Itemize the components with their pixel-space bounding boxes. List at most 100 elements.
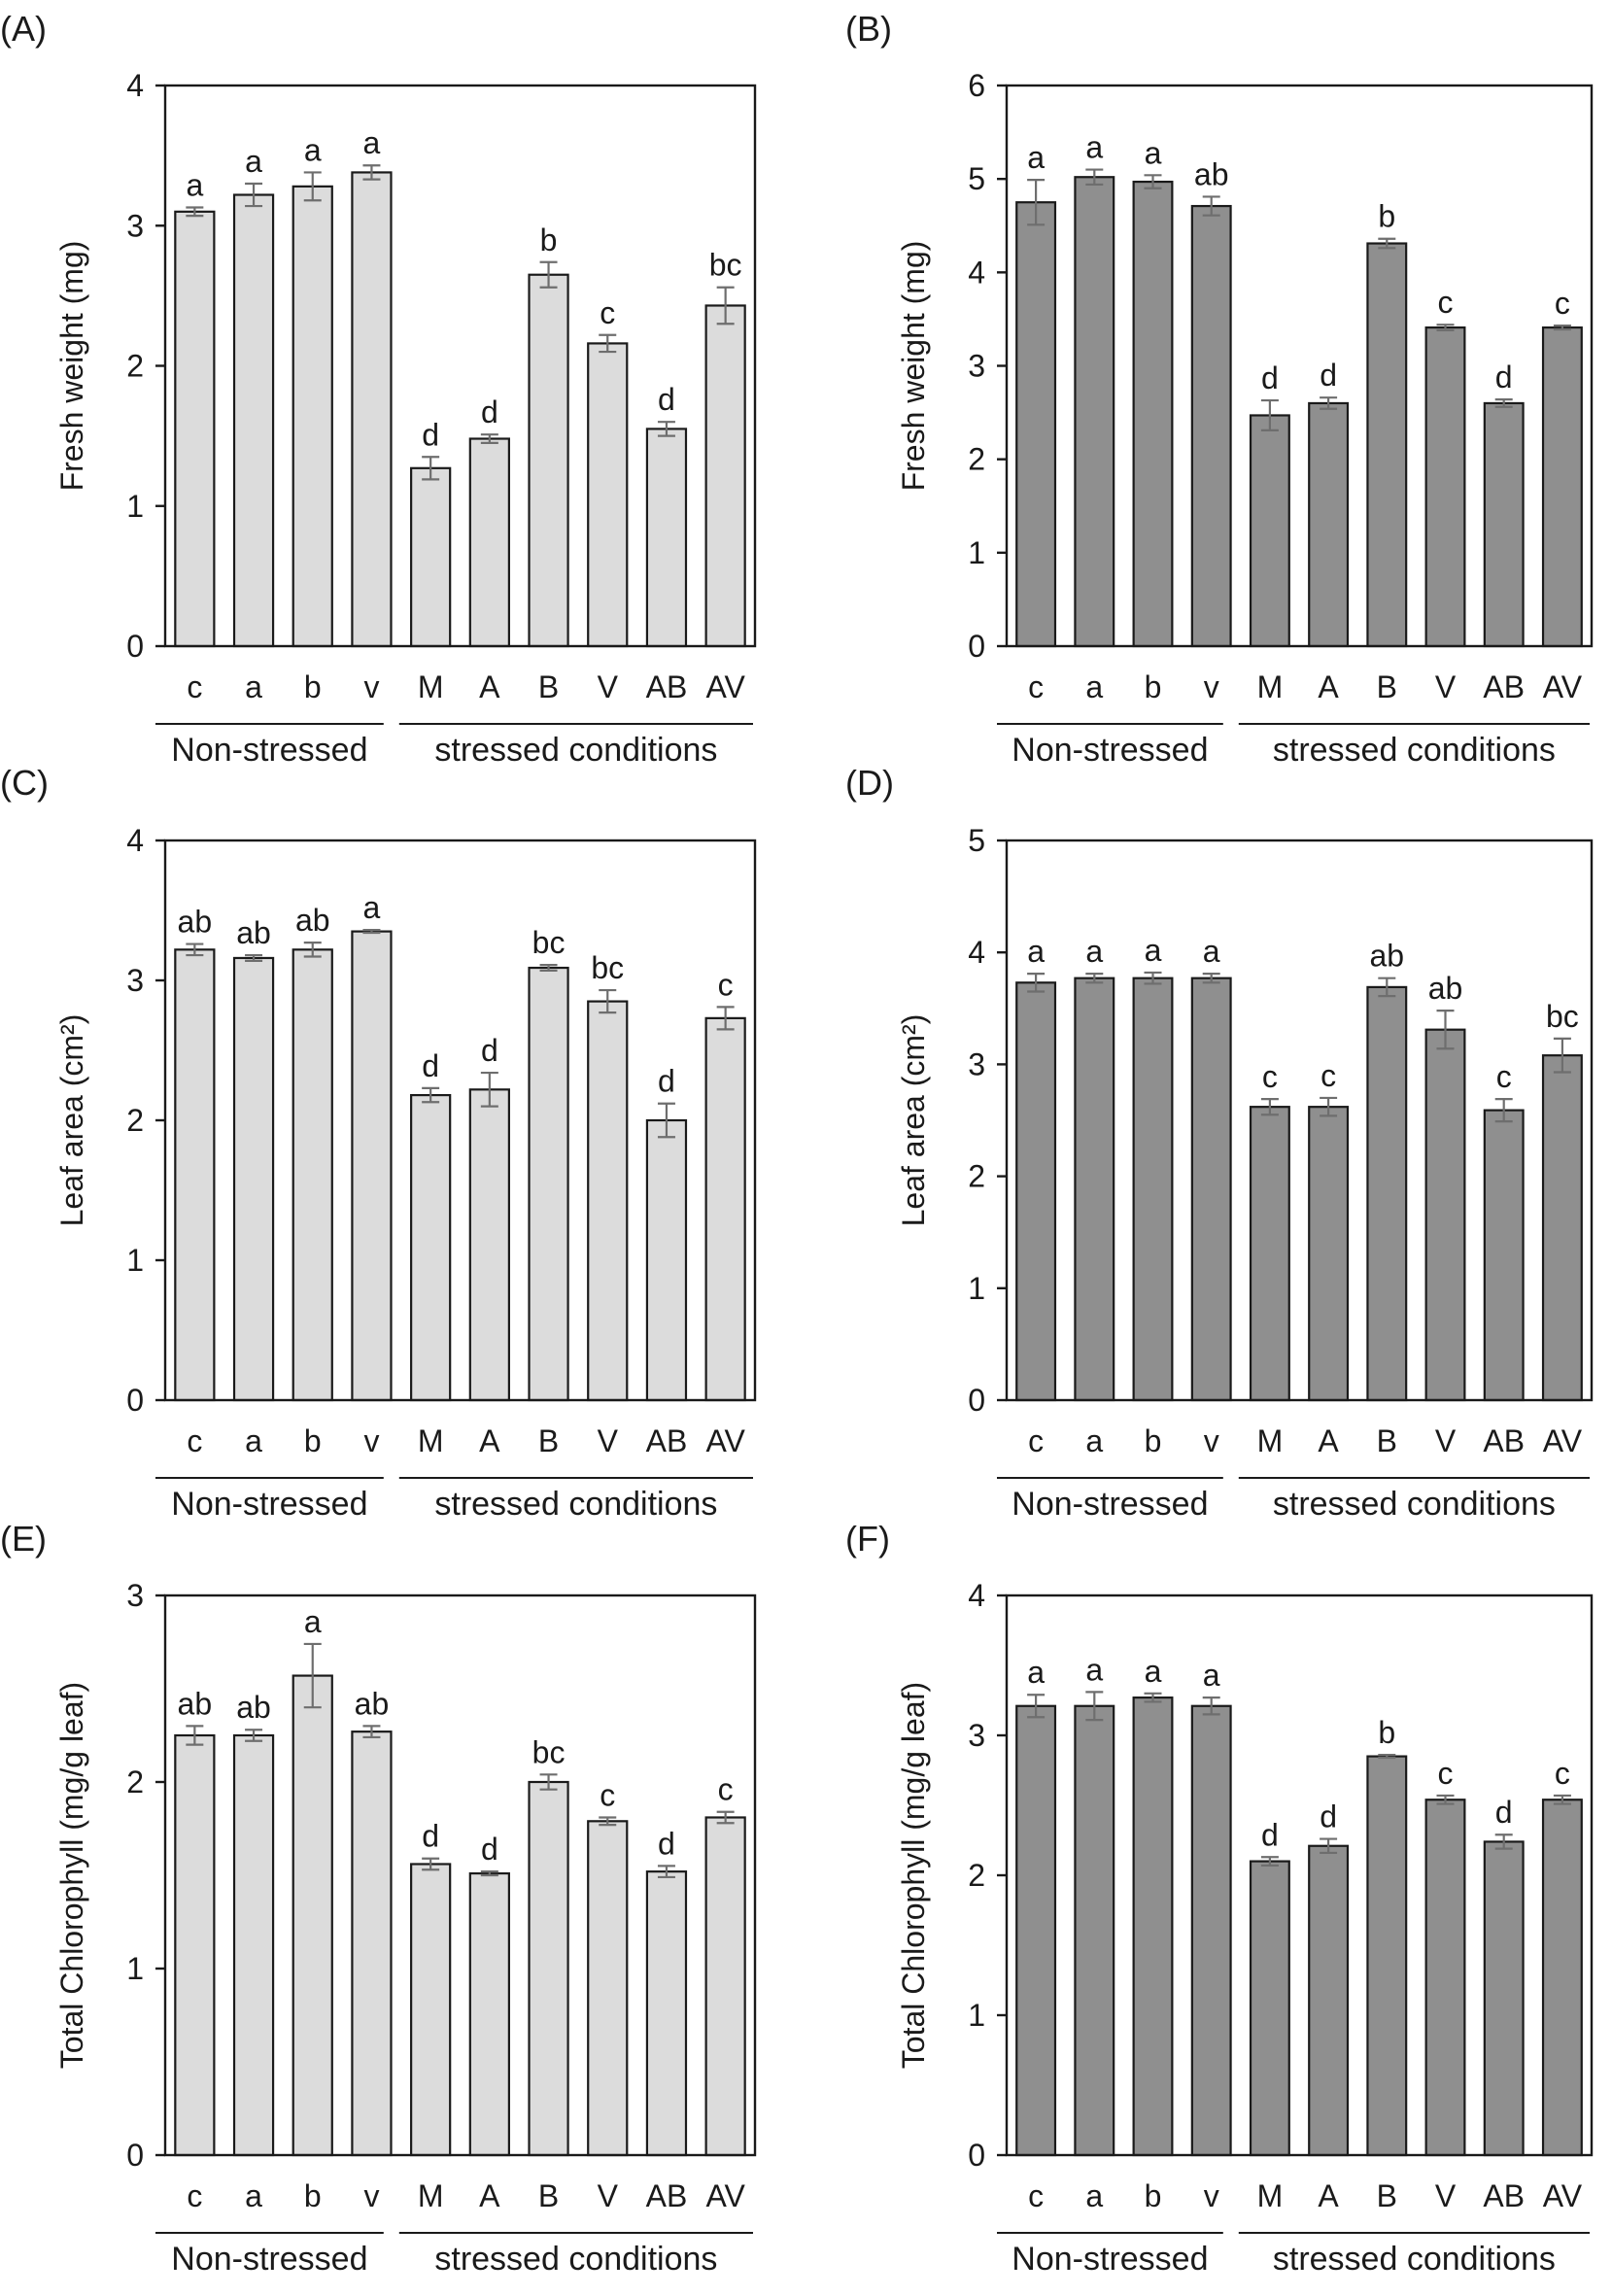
- error-bar: [362, 1725, 381, 1739]
- x-tick-label: B: [1377, 1423, 1397, 1458]
- x-tick-label: A: [1318, 1423, 1339, 1458]
- bar: [1424, 1799, 1466, 2157]
- significance-letter: a: [1027, 1655, 1045, 1690]
- x-tick-label: a: [245, 1423, 262, 1458]
- significance-letter: c: [600, 295, 615, 330]
- x-tick-label: v: [1204, 669, 1219, 704]
- significance-letter: ab: [1428, 971, 1463, 1006]
- bar: [1366, 242, 1408, 648]
- group-label: Non-stressed: [171, 732, 367, 769]
- bar: [292, 185, 333, 648]
- x-tick-label: b: [1145, 2178, 1162, 2213]
- error-bar: [1085, 972, 1104, 984]
- x-tick-label: AB: [1483, 1423, 1525, 1458]
- bar: [1074, 176, 1115, 648]
- bar: [704, 304, 746, 648]
- y-tick-label: 1: [968, 1998, 985, 2033]
- bar: [1483, 401, 1525, 648]
- group-label: stressed conditions: [434, 1486, 717, 1523]
- x-tick-label: v: [363, 1423, 379, 1458]
- error-bar: [716, 286, 735, 326]
- x-tick-label: AB: [646, 669, 688, 704]
- y-tick-label: 3: [968, 349, 985, 384]
- bar: [587, 1000, 629, 1402]
- x-tick-label: a: [1085, 669, 1103, 704]
- x-tick-label: AB: [1483, 669, 1525, 704]
- bar: [468, 1088, 510, 1402]
- y-tick-label: 1: [968, 535, 985, 570]
- significance-letter: b: [540, 223, 558, 257]
- error-bar: [539, 1773, 558, 1791]
- group-label: Non-stressed: [1012, 1486, 1208, 1523]
- error-bar: [1027, 179, 1046, 226]
- significance-letter: d: [658, 1064, 675, 1099]
- bar: [351, 171, 393, 648]
- x-tick-label: a: [245, 2178, 262, 2213]
- bar: [232, 956, 275, 1402]
- error-bar: [1027, 1694, 1046, 1719]
- x-tick-label: B: [538, 2178, 559, 2213]
- x-tick-label: v: [363, 2178, 379, 2213]
- significance-letter: ab: [178, 1686, 213, 1721]
- error-bar: [599, 988, 617, 1014]
- y-axis-label: Leaf area (cm²): [896, 1014, 931, 1227]
- error-bar: [1260, 398, 1279, 431]
- significance-letter: d: [422, 1819, 439, 1854]
- bar: [528, 1780, 569, 2157]
- bar: [1541, 326, 1583, 648]
- group-label: stressed conditions: [1273, 2241, 1556, 2278]
- bar: [587, 342, 629, 648]
- significance-letter: a: [1085, 1652, 1103, 1687]
- x-tick-label: M: [1257, 2178, 1284, 2213]
- bar: [232, 193, 275, 648]
- significance-letter: ab: [295, 903, 330, 938]
- y-tick-label: 6: [968, 68, 985, 103]
- bar: [174, 210, 216, 648]
- y-tick-label: 3: [126, 963, 144, 998]
- x-tick-label: A: [479, 1423, 500, 1458]
- bar: [1190, 1704, 1232, 2157]
- significance-letter: ab: [236, 1690, 271, 1725]
- y-tick-label: 0: [968, 1383, 985, 1418]
- error-bar: [1553, 325, 1571, 331]
- x-tick-label: b: [1145, 1423, 1162, 1458]
- significance-letter: c: [718, 1772, 734, 1807]
- significance-letter: a: [1085, 130, 1103, 165]
- significance-letter: c: [1555, 1756, 1570, 1791]
- significance-letter: d: [1261, 1817, 1279, 1852]
- x-tick-label: V: [1435, 669, 1457, 704]
- error-bar: [1202, 1696, 1220, 1716]
- error-bar: [186, 1725, 204, 1746]
- significance-letter: c: [1262, 1059, 1278, 1094]
- significance-letter: d: [481, 394, 498, 429]
- error-bar: [245, 182, 263, 208]
- significance-letter: c: [600, 1777, 615, 1812]
- bar: [1249, 1860, 1290, 2157]
- error-bar: [1144, 174, 1162, 189]
- bar: [292, 948, 333, 1402]
- error-bar: [716, 1006, 735, 1031]
- bar: [351, 1731, 393, 2157]
- significance-letter: a: [363, 125, 381, 160]
- bar: [468, 1871, 510, 2157]
- significance-letter: d: [658, 1826, 675, 1861]
- panel-label: (F): [845, 1519, 890, 1559]
- x-tick-label: B: [1377, 2178, 1397, 2213]
- y-axis-label: Total Chlorophyll (mg/g leaf): [896, 1682, 931, 2069]
- error-bar: [716, 1810, 735, 1825]
- x-tick-label: AV: [1543, 2178, 1583, 2213]
- error-bar: [657, 1865, 675, 1879]
- y-tick-label: 2: [126, 349, 144, 384]
- y-tick-label: 0: [126, 1383, 144, 1418]
- significance-letter: b: [1378, 1715, 1395, 1750]
- significance-letter: c: [1496, 1059, 1512, 1094]
- bar: [1366, 985, 1408, 1402]
- significance-letter: b: [1378, 199, 1395, 234]
- x-tick-label: a: [1085, 1423, 1103, 1458]
- error-bar: [362, 929, 381, 935]
- x-tick-label: c: [1028, 1423, 1044, 1458]
- group-label: Non-stressed: [1012, 2241, 1208, 2278]
